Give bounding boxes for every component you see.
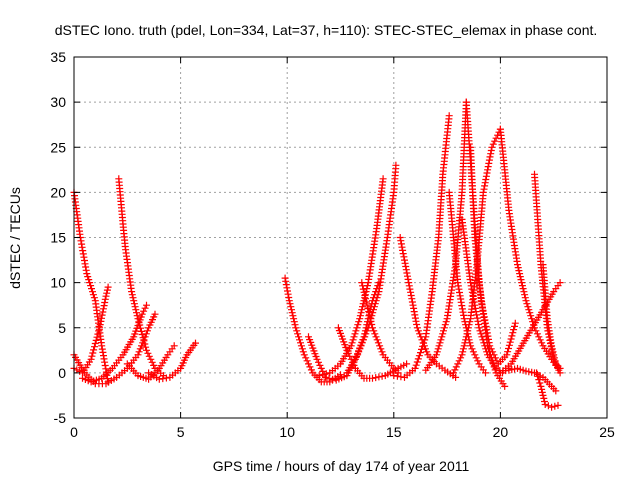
data-markers	[145, 339, 199, 383]
grid-layer	[74, 57, 607, 418]
data-markers	[496, 279, 564, 377]
data-series	[145, 339, 199, 383]
data-markers	[458, 215, 513, 377]
y-tick-label: 30	[50, 94, 66, 110]
y-tick-label: 25	[50, 139, 66, 155]
y-tick-label: 35	[50, 49, 66, 65]
x-tick-label: 25	[599, 424, 615, 440]
data-series	[79, 301, 150, 386]
data-series	[458, 215, 513, 377]
data-markers	[533, 369, 562, 411]
data-markers	[467, 143, 519, 368]
data-series	[467, 143, 519, 368]
y-tick-label: 0	[58, 365, 66, 381]
data-series	[281, 274, 344, 386]
data-markers	[334, 324, 411, 382]
y-tick-label: 15	[50, 230, 66, 246]
x-tick-label: 5	[177, 424, 185, 440]
data-markers	[496, 125, 562, 372]
data-markers	[390, 112, 453, 381]
x-axis-title: GPS time / hours of day 174 of year 2011	[213, 458, 470, 474]
data-series	[334, 324, 411, 382]
x-tick-label: 10	[279, 424, 295, 440]
data-series	[390, 112, 453, 381]
y-tick-label: 20	[50, 184, 66, 200]
chart-title: dSTEC Iono. truth (pdel, Lon=334, Lat=37…	[55, 22, 598, 38]
x-tick-label: 0	[70, 424, 78, 440]
data-series	[496, 125, 562, 372]
data-series	[343, 161, 400, 377]
data-markers	[115, 175, 167, 380]
x-tick-label: 15	[386, 424, 402, 440]
y-tick-label: 10	[50, 275, 66, 291]
y-axis-title: dSTEC / TECUs	[7, 187, 23, 289]
data-series	[496, 279, 564, 377]
x-tick-label: 20	[493, 424, 509, 440]
y-tick-label: -5	[54, 410, 67, 426]
data-markers	[358, 279, 402, 377]
data-series	[115, 175, 167, 380]
data-series	[358, 279, 402, 377]
data-series	[533, 369, 562, 411]
data-markers	[343, 161, 400, 377]
data-markers	[79, 301, 150, 386]
data-markers	[281, 274, 344, 386]
y-tick-label: 5	[58, 320, 66, 336]
